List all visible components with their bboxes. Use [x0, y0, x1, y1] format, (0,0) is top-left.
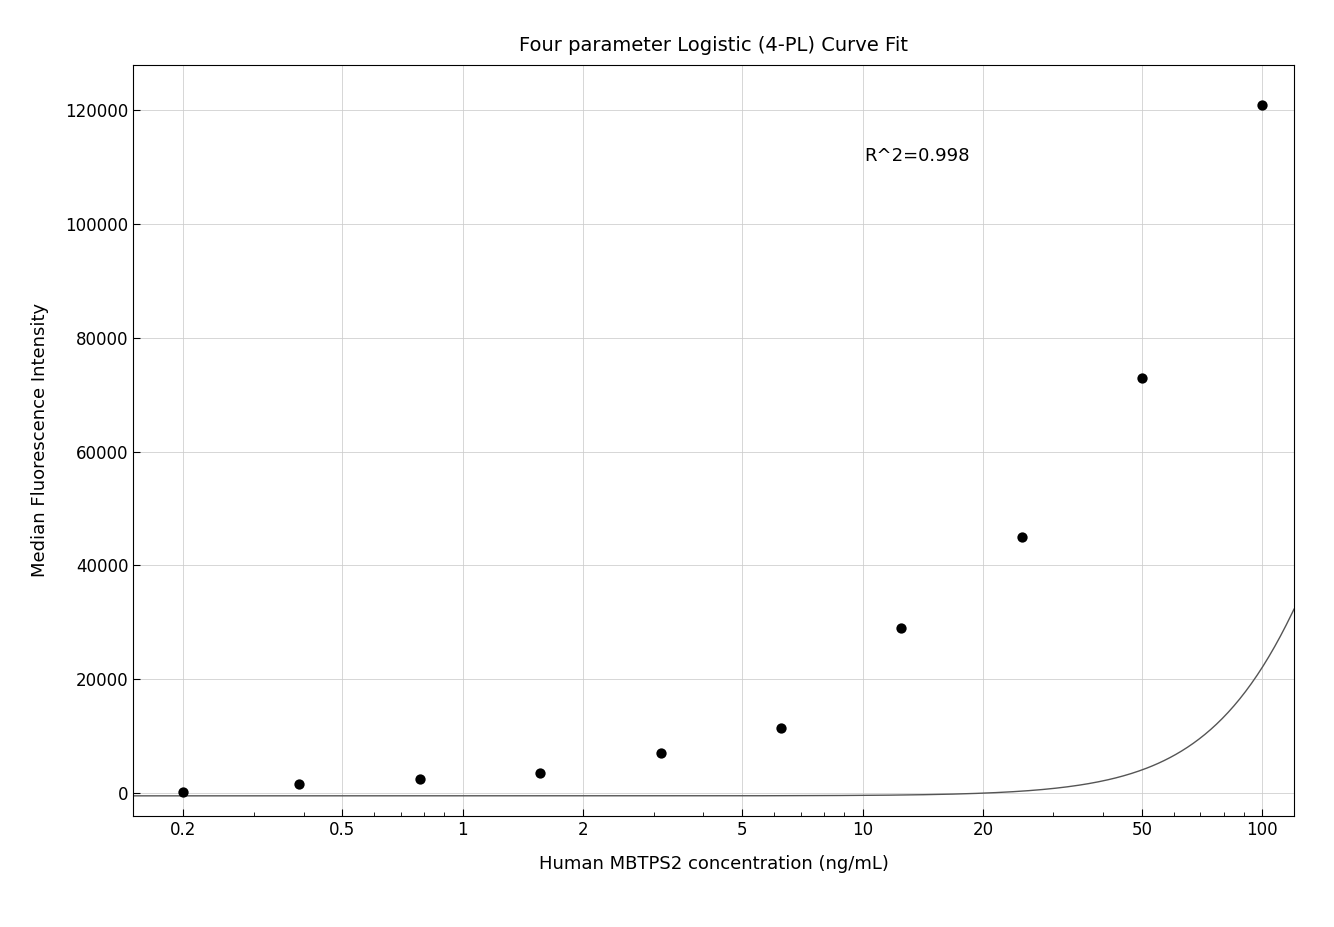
- X-axis label: Human MBTPS2 concentration (ng/mL): Human MBTPS2 concentration (ng/mL): [539, 856, 888, 873]
- Point: [1131, 371, 1153, 386]
- Y-axis label: Median Fluorescence Intensity: Median Fluorescence Intensity: [31, 303, 48, 578]
- Point: [288, 777, 309, 792]
- Text: R^2=0.998: R^2=0.998: [864, 147, 970, 166]
- Point: [1251, 97, 1273, 112]
- Point: [410, 771, 431, 786]
- Point: [650, 745, 671, 760]
- Point: [770, 720, 791, 735]
- Point: [172, 784, 193, 799]
- Point: [530, 766, 551, 781]
- Title: Four parameter Logistic (4-PL) Curve Fit: Four parameter Logistic (4-PL) Curve Fit: [519, 36, 908, 55]
- Point: [891, 621, 912, 636]
- Point: [1011, 529, 1033, 544]
